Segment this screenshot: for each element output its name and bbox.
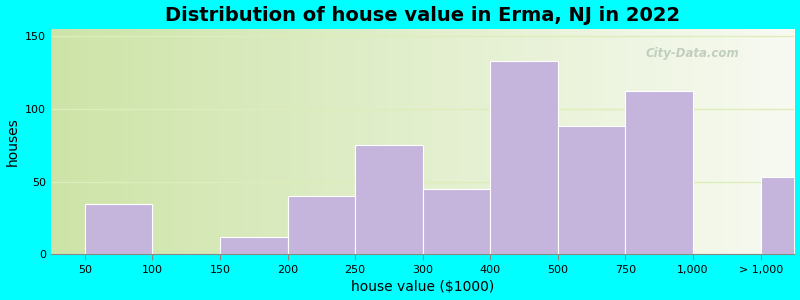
Bar [355, 145, 422, 254]
Bar [761, 177, 800, 254]
Title: Distribution of house value in Erma, NJ in 2022: Distribution of house value in Erma, NJ … [165, 6, 680, 25]
Bar [558, 126, 626, 254]
Bar [626, 92, 693, 254]
Bar [220, 237, 287, 254]
Text: City-Data.com: City-Data.com [646, 47, 739, 60]
Y-axis label: houses: houses [6, 117, 19, 166]
X-axis label: house value ($1000): house value ($1000) [351, 280, 494, 294]
Bar [490, 61, 558, 254]
Bar [422, 189, 490, 254]
Bar [287, 196, 355, 254]
Bar [85, 203, 152, 254]
